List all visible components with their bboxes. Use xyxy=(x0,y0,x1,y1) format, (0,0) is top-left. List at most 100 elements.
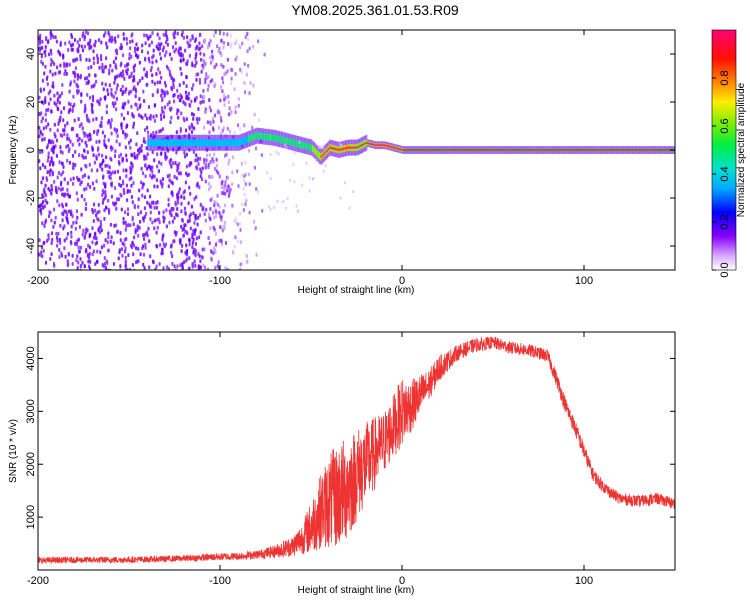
noise-cell xyxy=(269,153,272,156)
noise-cell xyxy=(198,41,201,46)
noise-cell xyxy=(151,150,154,155)
noise-cell xyxy=(50,109,53,114)
x-tick-label: -100 xyxy=(209,575,231,587)
ridge-cell xyxy=(253,133,256,141)
noise-cell xyxy=(73,38,76,42)
noise-cell xyxy=(192,83,195,88)
noise-cell xyxy=(324,164,327,168)
noise-cell xyxy=(102,175,105,180)
noise-cell xyxy=(199,174,202,179)
noise-cell xyxy=(40,119,43,124)
ridge-peak xyxy=(618,149,621,151)
noise-cell xyxy=(170,208,173,213)
noise-cell xyxy=(296,209,299,213)
ridge-peak xyxy=(533,149,535,151)
noise-cell xyxy=(95,116,98,121)
noise-cell xyxy=(108,71,111,76)
noise-cell xyxy=(153,205,156,210)
ridge-peak xyxy=(490,149,493,151)
noise-cell xyxy=(220,118,223,123)
noise-cell xyxy=(184,258,188,263)
noise-cell xyxy=(162,233,165,238)
noise-cell xyxy=(179,171,182,176)
noise-cell xyxy=(78,225,81,229)
ridge-peak xyxy=(525,149,528,151)
ridge-peak xyxy=(378,144,381,147)
noise-cell xyxy=(150,40,153,45)
noise-cell xyxy=(130,183,133,188)
noise-cell xyxy=(344,181,346,185)
noise-cell xyxy=(115,139,118,144)
noise-cell xyxy=(236,222,239,227)
noise-cell xyxy=(136,224,139,229)
noise-cell xyxy=(71,108,74,113)
noise-cell xyxy=(224,265,227,270)
noise-cell xyxy=(85,57,88,62)
noise-cell xyxy=(95,240,99,245)
noise-cell xyxy=(85,164,88,169)
noise-cell xyxy=(197,72,200,77)
noise-cell xyxy=(129,46,132,51)
noise-cell xyxy=(72,176,75,181)
noise-cell xyxy=(47,122,50,127)
noise-cell xyxy=(132,121,136,126)
ridge-peak xyxy=(493,149,496,151)
ridge-peak xyxy=(420,149,423,151)
noise-cell xyxy=(254,146,258,151)
ridge-cell xyxy=(225,139,228,147)
noise-cell xyxy=(221,80,225,85)
ridge-peak xyxy=(354,146,356,149)
ridge-peak xyxy=(648,149,650,151)
noise-cell xyxy=(122,157,125,162)
noise-cell xyxy=(112,241,115,246)
noise-cell xyxy=(56,243,59,248)
noise-cell xyxy=(227,42,230,46)
noise-cell xyxy=(224,183,227,188)
noise-cell xyxy=(153,184,156,189)
ridge-cell xyxy=(212,139,215,147)
ridge-cell xyxy=(250,134,253,142)
ridge-cell xyxy=(288,138,291,146)
ridge-peak xyxy=(517,149,519,151)
noise-cell xyxy=(227,184,230,189)
noise-cell xyxy=(219,98,222,103)
noise-cell xyxy=(45,108,48,113)
noise-cell xyxy=(255,252,258,257)
noise-cell xyxy=(88,119,91,124)
noise-cell xyxy=(144,242,147,247)
noise-cell xyxy=(183,189,186,194)
noise-cell xyxy=(151,60,154,65)
noise-cell xyxy=(101,69,104,74)
noise-cell xyxy=(76,175,79,180)
noise-cell xyxy=(158,129,161,134)
noise-cell xyxy=(172,207,175,211)
ridge-peak xyxy=(530,149,532,151)
noise-cell xyxy=(114,101,117,106)
noise-cell xyxy=(85,229,88,234)
ridge-cell xyxy=(180,139,183,147)
noise-cell xyxy=(254,226,257,231)
noise-cell xyxy=(246,37,250,42)
noise-cell xyxy=(128,75,131,80)
noise-cell xyxy=(104,64,107,69)
noise-cell xyxy=(207,187,211,192)
noise-cell xyxy=(117,256,120,261)
noise-cell xyxy=(227,193,231,198)
noise-cell xyxy=(203,157,206,162)
noise-cell xyxy=(244,160,247,165)
noise-cell xyxy=(244,90,247,95)
noise-cell xyxy=(76,48,79,53)
ridge-peak xyxy=(483,149,486,151)
noise-cell xyxy=(139,219,142,224)
noise-cell xyxy=(76,73,80,78)
noise-cell xyxy=(75,191,78,196)
ridge-cell xyxy=(308,143,311,151)
ridge-peak xyxy=(406,149,409,151)
noise-cell xyxy=(38,48,41,53)
noise-cell xyxy=(88,251,91,256)
noise-cell xyxy=(286,196,289,200)
ridge-peak xyxy=(326,149,329,152)
ridge-peak xyxy=(653,149,656,151)
noise-cell xyxy=(104,82,107,87)
noise-cell xyxy=(260,153,263,158)
